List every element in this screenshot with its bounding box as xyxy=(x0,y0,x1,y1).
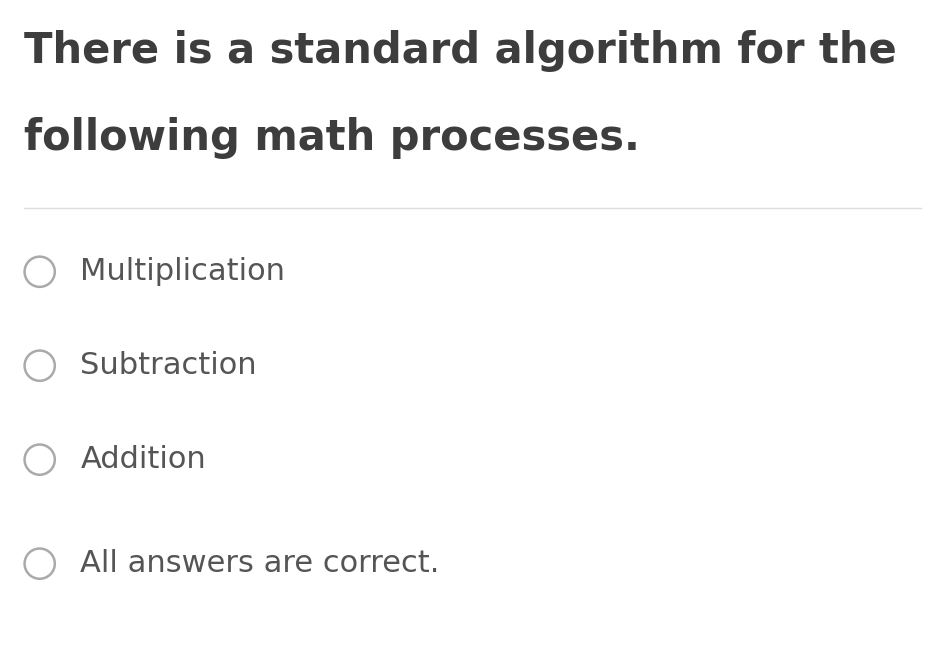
Text: Subtraction: Subtraction xyxy=(80,351,257,380)
Text: All answers are correct.: All answers are correct. xyxy=(80,549,439,578)
Text: Addition: Addition xyxy=(80,445,206,474)
Text: following math processes.: following math processes. xyxy=(24,117,639,160)
Text: There is a standard algorithm for the: There is a standard algorithm for the xyxy=(24,30,896,72)
Text: Multiplication: Multiplication xyxy=(80,257,285,287)
